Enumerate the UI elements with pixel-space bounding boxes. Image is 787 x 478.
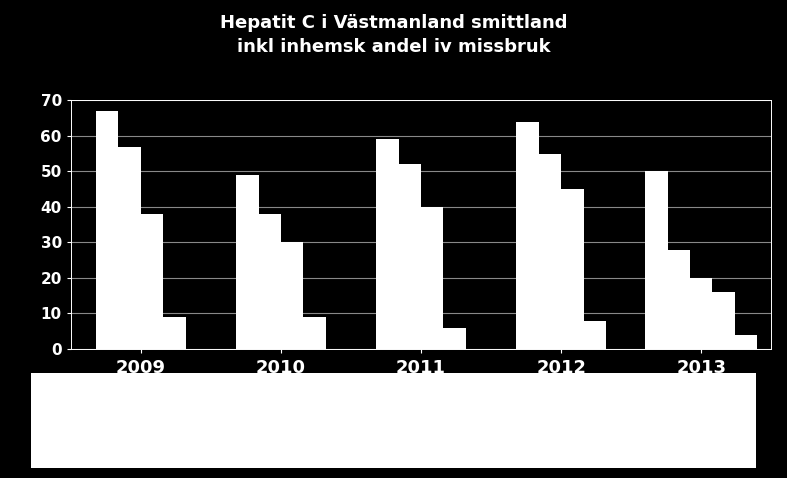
Bar bbox=[561, 189, 583, 349]
Bar bbox=[583, 321, 606, 349]
Bar bbox=[667, 250, 690, 349]
Bar bbox=[421, 207, 443, 349]
Bar bbox=[690, 278, 712, 349]
Bar bbox=[119, 147, 141, 349]
Bar bbox=[236, 175, 259, 349]
Bar bbox=[163, 317, 186, 349]
Bar bbox=[303, 317, 326, 349]
Bar bbox=[399, 164, 421, 349]
Bar bbox=[712, 292, 735, 349]
Text: Hepatit C i Västmanland smittland
inkl inhemsk andel iv missbruk: Hepatit C i Västmanland smittland inkl i… bbox=[220, 14, 567, 56]
Bar bbox=[443, 327, 466, 349]
Bar bbox=[645, 172, 667, 349]
Bar bbox=[141, 214, 163, 349]
Bar bbox=[281, 242, 303, 349]
Bar bbox=[376, 140, 399, 349]
Bar bbox=[96, 111, 119, 349]
Bar bbox=[539, 153, 561, 349]
Bar bbox=[516, 122, 539, 349]
Bar bbox=[735, 335, 757, 349]
Bar bbox=[259, 214, 281, 349]
